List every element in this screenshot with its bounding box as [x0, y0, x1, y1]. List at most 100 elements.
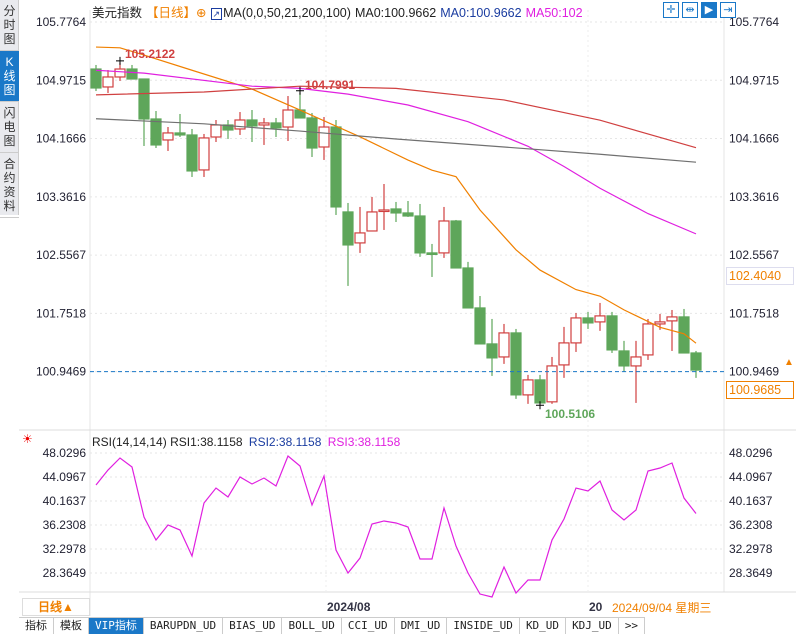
ma21-last-label: 102.4040 — [726, 267, 794, 285]
rsi-tick-right: 32.2978 — [729, 542, 773, 556]
period-button[interactable]: 日线▲ — [22, 598, 90, 616]
candle-down — [150, 118, 162, 146]
rsi-tick-right: 36.2308 — [729, 518, 773, 532]
tab-flash-chart[interactable]: 闪电图 — [0, 102, 19, 153]
price-tick-right: 104.9715 — [729, 73, 779, 87]
settings-sun-icon[interactable]: ☀ — [22, 432, 33, 446]
candle-down — [450, 220, 462, 269]
ma100-line — [95, 118, 697, 163]
candle-down — [618, 350, 630, 367]
candle-down — [138, 78, 150, 120]
extreme-marker — [296, 86, 304, 95]
date-tick-partial: 20 — [589, 600, 603, 614]
candle-down — [486, 343, 498, 359]
ma50-value: MA50:102 — [525, 6, 583, 20]
candle-down — [174, 132, 186, 136]
candle-up — [102, 76, 114, 88]
candle-up — [378, 209, 390, 213]
sidebar: 分时图 K线图 闪电图 合约资料 — [0, 0, 19, 218]
candle-up — [654, 321, 666, 325]
ma0-value: MA0:100.9662 — [354, 6, 437, 20]
candle-up — [630, 356, 642, 367]
candle-up — [318, 126, 330, 148]
extreme-marker — [116, 56, 124, 65]
candle-up — [366, 211, 378, 232]
candle-up — [258, 122, 270, 126]
tab-dmi[interactable]: DMI_UD — [394, 618, 448, 634]
tab-kd[interactable]: KD_UD — [519, 618, 567, 634]
candle-up — [114, 68, 126, 78]
price-tick-right: 103.3616 — [729, 190, 779, 204]
tab-barupdn[interactable]: BARUPDN_UD — [143, 618, 224, 634]
candle-up — [234, 119, 246, 130]
ma-params: MA(0,0,50,21,200,100) — [223, 6, 351, 20]
candle-up — [438, 220, 450, 254]
low-annotation: 100.5106 — [545, 407, 596, 421]
tab-more[interactable]: >> — [618, 618, 646, 634]
tab-time-chart[interactable]: 分时图 — [0, 0, 19, 51]
symbol-name: 美元指数 — [92, 6, 143, 20]
candle-down — [426, 252, 438, 256]
tab-indicator[interactable]: 指标 — [19, 618, 54, 634]
candle-down — [690, 352, 702, 371]
price-tick-right: 100.9469 — [729, 365, 779, 379]
rsi-tick-right: 48.0296 — [729, 446, 773, 460]
crosshair-icon[interactable]: ✛ — [663, 2, 679, 18]
rsi-tick-right: 28.3649 — [729, 566, 773, 580]
ma200-line — [95, 85, 697, 149]
candle-down — [606, 315, 618, 351]
rsi3-value: RSI3:38.1158 — [327, 435, 401, 449]
ma0-value-2: MA0:100.9662 — [440, 6, 522, 20]
tab-cci[interactable]: CCI_UD — [341, 618, 395, 634]
price-tick-right: 105.7764 — [729, 15, 779, 29]
tab-vip-indicator[interactable]: VIP指标 — [89, 618, 144, 634]
rsi-header: RSI(14,14,14) RSI1:38.1158 RSI2:38.1158 … — [92, 435, 400, 449]
price-tick-left: 103.3616 — [36, 190, 86, 204]
candle-up — [210, 124, 222, 138]
ma50-line — [95, 69, 697, 235]
price-tick-left: 104.1666 — [36, 132, 86, 146]
play-icon[interactable]: ▶ — [701, 2, 717, 18]
rsi-tick-left: 32.2978 — [43, 542, 87, 556]
candle-up — [558, 342, 570, 366]
indicator-chart-icon[interactable]: ↗ — [210, 8, 223, 20]
price-tick-right: 101.7518 — [729, 306, 779, 320]
candle-down — [306, 117, 318, 149]
candle-up — [522, 379, 534, 396]
tab-contract-info[interactable]: 合约资料 — [0, 153, 19, 218]
add-icon[interactable]: ⊕ — [196, 6, 207, 20]
price-tick-left: 102.5567 — [36, 248, 86, 262]
candle-down — [270, 122, 282, 129]
price-tick-right: 102.5567 — [729, 248, 779, 262]
period-label[interactable]: 【日线】 — [146, 6, 197, 20]
rsi-tick-right: 40.1637 — [729, 494, 773, 508]
move-right-icon[interactable]: ⇥ — [720, 2, 736, 18]
tab-template[interactable]: 模板 — [54, 618, 89, 634]
tab-k-chart[interactable]: K线图 — [0, 51, 19, 102]
tab-boll[interactable]: BOLL_UD — [282, 618, 342, 634]
candle-up — [570, 317, 582, 344]
candle-up — [642, 323, 654, 356]
tab-kdj[interactable]: KDJ_UD — [566, 618, 619, 634]
candle-down — [414, 215, 426, 254]
rsi-line — [95, 454, 697, 598]
rsi-tick-left: 40.1637 — [43, 494, 87, 508]
rsi1-value: RSI1:38.1158 — [170, 435, 243, 449]
rsi-params: RSI(14,14,14) — [92, 435, 167, 449]
rsi-tick-left: 36.2308 — [43, 518, 87, 532]
chart-header: 美元指数 【日线】⊕ ↗ MA(0,0,50,21,200,100) MA0:100.9… — [92, 2, 587, 21]
candle-up — [498, 332, 510, 358]
candle-down — [222, 124, 234, 131]
price-tick-left: 100.9469 — [36, 365, 86, 379]
price-tick-left: 105.7764 — [36, 15, 86, 29]
tab-inside[interactable]: INSIDE_UD — [447, 618, 520, 634]
scroll-up-icon[interactable]: ▲ — [784, 357, 794, 368]
tab-bias[interactable]: BIAS_UD — [223, 618, 283, 634]
extreme-marker — [536, 401, 544, 410]
chart-toolbar: ✛ ⇹ ▶ ⇥ — [663, 2, 736, 18]
candle-up — [354, 232, 366, 244]
zoom-range-icon[interactable]: ⇹ — [682, 2, 698, 18]
rsi-tick-left: 48.0296 — [43, 446, 87, 460]
candle-up — [546, 365, 558, 403]
